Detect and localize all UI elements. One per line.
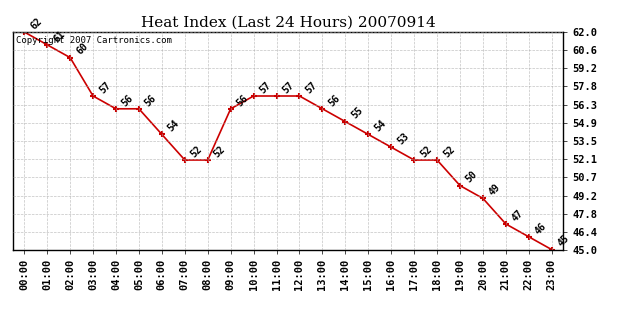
Text: 62: 62 (28, 16, 44, 31)
Text: 53: 53 (396, 131, 411, 147)
Text: 57: 57 (281, 80, 296, 95)
Text: 46: 46 (533, 221, 548, 236)
Text: 60: 60 (74, 42, 90, 57)
Text: 56: 56 (143, 93, 159, 108)
Text: 57: 57 (303, 80, 319, 95)
Text: 52: 52 (419, 144, 434, 159)
Text: 56: 56 (120, 93, 136, 108)
Text: 47: 47 (510, 208, 525, 223)
Text: Copyright 2007 Cartronics.com: Copyright 2007 Cartronics.com (15, 36, 172, 45)
Text: 56: 56 (235, 93, 250, 108)
Text: 49: 49 (487, 182, 502, 198)
Text: 52: 52 (212, 144, 227, 159)
Text: 52: 52 (189, 144, 204, 159)
Text: 50: 50 (464, 170, 479, 185)
Text: 54: 54 (372, 118, 388, 134)
Text: 57: 57 (97, 80, 113, 95)
Text: 57: 57 (258, 80, 273, 95)
Text: 45: 45 (556, 234, 572, 249)
Text: 61: 61 (51, 29, 67, 44)
Title: Heat Index (Last 24 Hours) 20070914: Heat Index (Last 24 Hours) 20070914 (141, 15, 435, 29)
Text: 56: 56 (326, 93, 342, 108)
Text: 55: 55 (349, 106, 365, 121)
Text: 54: 54 (166, 118, 181, 134)
Text: 52: 52 (441, 144, 456, 159)
